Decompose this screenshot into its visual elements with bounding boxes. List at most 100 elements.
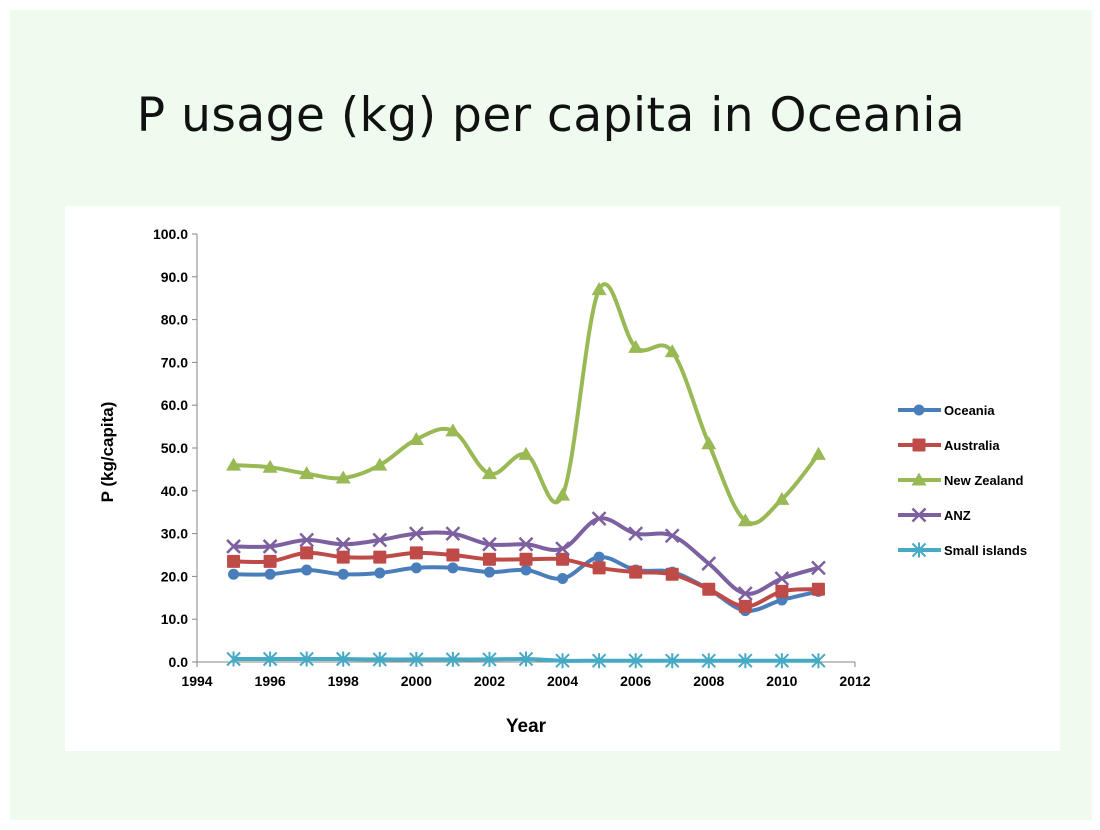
legend-label-anz: ANZ xyxy=(944,508,971,523)
data-point-small-islands xyxy=(591,653,607,669)
data-point-oceania xyxy=(483,566,495,578)
data-point-australia xyxy=(482,552,496,566)
x-tick-label: 2002 xyxy=(474,673,505,689)
data-point-anz xyxy=(664,528,680,544)
series-line-new-zealand xyxy=(233,282,820,526)
legend-marker-oceania xyxy=(913,404,925,416)
y-axis-title: P (kg/capita) xyxy=(98,402,117,503)
data-point-australia xyxy=(665,567,679,581)
data-point-australia xyxy=(592,561,606,575)
data-point-australia xyxy=(519,552,533,566)
data-point-small-islands xyxy=(774,653,790,669)
x-axis-title: Year xyxy=(506,716,547,737)
y-tick-label: 10.0 xyxy=(161,611,188,627)
data-point-new-zealand xyxy=(262,459,278,473)
data-point-small-islands xyxy=(811,653,826,669)
slide: P usage (kg) per capita in Oceania 0.0 10… xyxy=(10,10,1092,820)
legend-marker-anz xyxy=(911,507,927,523)
data-point-anz xyxy=(628,526,644,541)
data-point-small-islands xyxy=(518,651,534,667)
x-tick-label: 2010 xyxy=(766,673,797,689)
data-point-anz xyxy=(299,532,315,548)
y-tick-label: 0.0 xyxy=(169,654,189,670)
y-tick-label: 100.0 xyxy=(153,226,188,242)
x-tick-label: 1998 xyxy=(328,673,359,689)
data-point-new-zealand xyxy=(372,457,388,471)
y-tick-label: 80.0 xyxy=(161,312,188,328)
data-point-new-zealand xyxy=(518,446,534,460)
data-point-australia xyxy=(775,584,789,598)
data-point-new-zealand xyxy=(664,344,680,358)
data-point-small-islands xyxy=(665,653,680,669)
legend-label-oceania: Oceania xyxy=(944,403,995,418)
data-point-australia xyxy=(556,552,570,566)
data-point-oceania xyxy=(410,562,422,574)
data-point-new-zealand xyxy=(701,436,717,450)
data-point-anz xyxy=(262,539,278,554)
data-point-australia xyxy=(702,582,716,596)
data-point-small-islands xyxy=(409,651,424,667)
data-point-australia xyxy=(373,550,387,564)
chart-area: 0.0 10.0 20.0 30.0 40.0 50.0 60.0 70.0 80.0 90.0 1… xyxy=(65,206,1060,751)
y-tick-label: 30.0 xyxy=(161,526,188,542)
data-point-oceania xyxy=(520,564,532,576)
data-point-small-islands xyxy=(299,651,314,667)
data-point-anz xyxy=(701,556,717,571)
data-point-new-zealand xyxy=(628,339,644,353)
line-chart: 0.0 10.0 20.0 30.0 40.0 50.0 60.0 70.0 80.0 90.0 1… xyxy=(98,226,1027,737)
x-tick-label: 2004 xyxy=(547,673,578,689)
data-point-new-zealand xyxy=(774,491,790,505)
data-point-anz xyxy=(335,536,351,552)
data-point-small-islands xyxy=(738,653,753,669)
data-point-small-islands xyxy=(482,651,497,667)
data-point-anz xyxy=(445,526,461,541)
legend-marker-australia xyxy=(912,438,926,452)
data-point-anz xyxy=(555,541,570,556)
data-point-oceania xyxy=(557,573,569,585)
data-point-oceania xyxy=(228,568,240,580)
series-layer xyxy=(226,282,826,669)
data-point-new-zealand xyxy=(481,466,497,480)
data-point-anz xyxy=(482,536,497,552)
axes-layer: 0.0 10.0 20.0 30.0 40.0 50.0 60.0 70.0 80.0 90.0 1… xyxy=(153,226,871,689)
data-point-new-zealand xyxy=(810,446,826,460)
data-point-small-islands xyxy=(226,651,241,667)
data-point-new-zealand xyxy=(226,457,242,471)
data-point-australia xyxy=(811,582,825,596)
y-tick-label: 90.0 xyxy=(161,269,188,285)
x-tick-label: 2006 xyxy=(620,673,651,689)
x-tick-label: 1994 xyxy=(181,673,212,689)
data-point-anz xyxy=(774,571,790,586)
data-point-australia xyxy=(446,548,460,562)
data-point-small-islands xyxy=(336,651,351,667)
x-tick-label: 2012 xyxy=(839,673,870,689)
data-point-australia xyxy=(409,546,423,560)
data-point-new-zealand xyxy=(335,470,351,484)
data-point-oceania xyxy=(374,567,386,579)
data-point-anz xyxy=(591,511,607,527)
legend: Oceania Australia New Zealand ANZ Small isla… xyxy=(898,403,1027,558)
data-point-australia xyxy=(263,554,277,568)
data-point-australia xyxy=(300,546,314,560)
y-tick-label: 60.0 xyxy=(161,397,188,413)
legend-label-small-islands: Small islands xyxy=(944,543,1027,558)
data-point-oceania xyxy=(264,568,276,580)
legend-marker-small-islands xyxy=(911,542,927,558)
data-point-small-islands xyxy=(628,653,643,669)
x-tick-label: 1996 xyxy=(255,673,286,689)
y-tick-label: 20.0 xyxy=(161,568,188,584)
legend-label-australia: Australia xyxy=(944,438,1000,453)
data-point-small-islands xyxy=(555,653,570,669)
data-point-small-islands xyxy=(701,653,716,669)
data-point-oceania xyxy=(337,568,349,580)
data-point-oceania xyxy=(447,562,459,574)
data-point-anz xyxy=(372,532,388,548)
slide-title: P usage (kg) per capita in Oceania xyxy=(136,88,966,143)
x-tick-label: 2000 xyxy=(401,673,432,689)
data-point-new-zealand xyxy=(445,423,461,437)
y-tick-label: 70.0 xyxy=(161,354,188,370)
data-point-anz xyxy=(226,539,241,554)
data-point-australia xyxy=(227,554,241,568)
data-point-oceania xyxy=(301,564,313,576)
data-point-small-islands xyxy=(445,651,461,667)
